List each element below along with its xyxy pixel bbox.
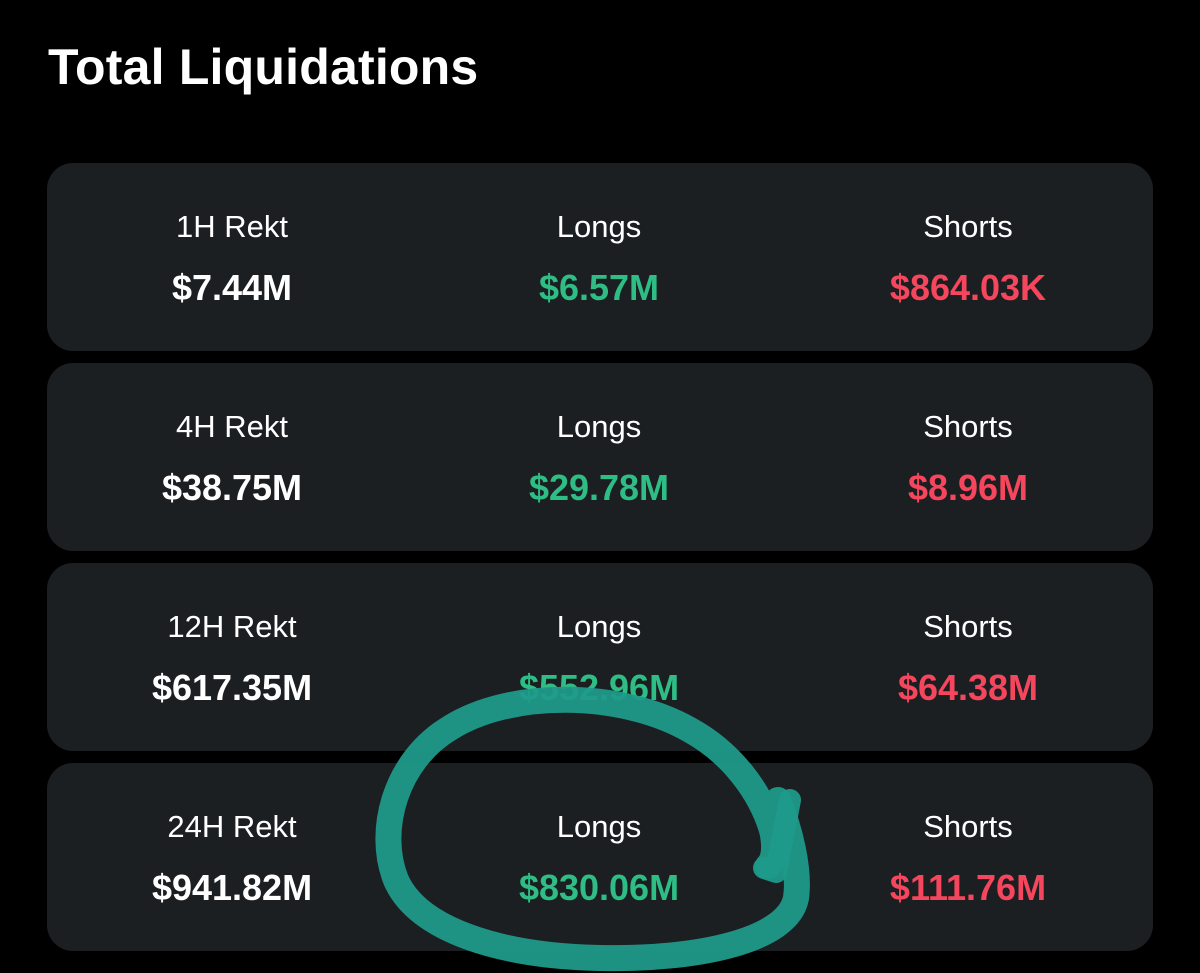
total-column: 12H Rekt $617.35M (62, 563, 402, 751)
shorts-label: Shorts (923, 809, 1013, 844)
period-label: 12H Rekt (167, 609, 297, 644)
liquidation-card-24h: 24H Rekt $941.82M Longs $830.06M Shorts … (47, 763, 1153, 951)
longs-label: Longs (556, 609, 642, 644)
total-value: $7.44M (171, 267, 293, 308)
shorts-value: $111.76M (889, 867, 1047, 908)
longs-column: Longs $552.96M (429, 563, 769, 751)
shorts-value: $64.38M (897, 667, 1039, 708)
shorts-label: Shorts (923, 409, 1013, 444)
total-column: 24H Rekt $941.82M (62, 763, 402, 951)
longs-label: Longs (556, 209, 642, 244)
longs-label: Longs (556, 409, 642, 444)
longs-column: Longs $29.78M (429, 363, 769, 551)
total-column: 1H Rekt $7.44M (62, 163, 402, 351)
shorts-label: Shorts (923, 609, 1013, 644)
liquidation-card-4h: 4H Rekt $38.75M Longs $29.78M Shorts $8.… (47, 363, 1153, 551)
shorts-column: Shorts $8.96M (798, 363, 1138, 551)
shorts-column: Shorts $111.76M (798, 763, 1138, 951)
longs-value: $29.78M (528, 467, 670, 508)
period-label: 1H Rekt (176, 209, 288, 244)
longs-column: Longs $830.06M (429, 763, 769, 951)
liquidation-card-12h: 12H Rekt $617.35M Longs $552.96M Shorts … (47, 563, 1153, 751)
longs-value: $552.96M (518, 667, 680, 708)
longs-label: Longs (556, 809, 642, 844)
longs-column: Longs $6.57M (429, 163, 769, 351)
total-value: $617.35M (151, 667, 313, 708)
page-title: Total Liquidations (48, 39, 479, 95)
longs-value: $6.57M (538, 267, 660, 308)
shorts-column: Shorts $864.03K (798, 163, 1138, 351)
total-value: $38.75M (161, 467, 303, 508)
shorts-value: $8.96M (907, 467, 1029, 508)
shorts-value: $864.03K (889, 267, 1047, 308)
shorts-column: Shorts $64.38M (798, 563, 1138, 751)
period-label: 4H Rekt (176, 409, 288, 444)
liquidation-card-1h: 1H Rekt $7.44M Longs $6.57M Shorts $864.… (47, 163, 1153, 351)
period-label: 24H Rekt (167, 809, 297, 844)
longs-value: $830.06M (518, 867, 680, 908)
shorts-label: Shorts (923, 209, 1013, 244)
total-column: 4H Rekt $38.75M (62, 363, 402, 551)
total-value: $941.82M (151, 867, 313, 908)
